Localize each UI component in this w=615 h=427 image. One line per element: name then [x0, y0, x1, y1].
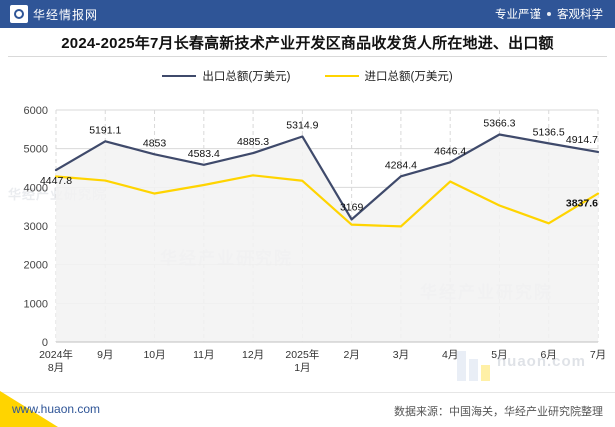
x-tick-label: 2月: [343, 349, 359, 361]
y-tick-label: 5000: [24, 144, 48, 156]
plot-area: 华经产业研究院 华经产业研究院 华经产业研究院 0100020003000400…: [0, 92, 615, 372]
brand-logo[interactable]: 华经情报网: [10, 5, 98, 23]
x-tick-label: 2024年: [39, 348, 73, 361]
x-tick-label: 4月: [442, 349, 458, 361]
legend-item-export[interactable]: 出口总额(万美元): [162, 68, 291, 84]
x-tick-label: 5月: [491, 349, 507, 361]
x-tick-label: 9月: [97, 349, 113, 361]
chart-canvas: 0 1000 2000 3000 4000 5000 6000 4447.8 5191.1 485…: [24, 105, 607, 372]
logo-text: 华经情报网: [33, 7, 99, 22]
data-label-export: 4447.8: [40, 175, 72, 187]
footer-url[interactable]: www.huaon.com: [12, 402, 101, 416]
data-label-export: 5136.5: [533, 126, 565, 138]
footer-corner-icon: [0, 391, 58, 427]
footer-source: 数据来源：中国海关，华经产业研究院整理: [394, 406, 603, 418]
logo-icon: [10, 5, 28, 23]
y-tick-label: 4000: [24, 182, 48, 194]
legend-swatch-import-icon: [324, 75, 359, 77]
x-tick-label: 10月: [143, 349, 165, 361]
data-label-export: 4914.7: [566, 134, 598, 146]
data-label-export: 3169: [340, 201, 364, 213]
x-tick-label: 3月: [393, 349, 409, 361]
data-label-export: 5366.3: [483, 118, 515, 130]
data-label-export: 4646.4: [434, 145, 466, 157]
x-tick-label: 7月: [590, 349, 606, 361]
title-divider: [8, 56, 607, 57]
y-tick-label: 3000: [24, 221, 48, 233]
x-tick-label: 11月: [193, 349, 214, 361]
legend-label-import: 进口总额(万美元): [364, 71, 453, 83]
slogan-2: 客观科学: [557, 9, 603, 21]
data-label-export: 4885.3: [237, 136, 269, 148]
x-tick-label: 12月: [242, 349, 264, 361]
y-tick-label: 6000: [24, 105, 48, 117]
legend-item-import[interactable]: 进口总额(万美元): [324, 68, 453, 84]
slogan-1: 专业严谨: [495, 9, 541, 21]
legend-label-export: 出口总额(万美元): [202, 71, 291, 83]
y-tick-label: 1000: [24, 298, 48, 310]
header-slogan: 专业严谨 客观科学: [495, 6, 603, 22]
legend-swatch-export-icon: [162, 75, 197, 77]
data-label-export: 5191.1: [89, 124, 121, 136]
data-label-export: 4284.4: [385, 159, 417, 171]
bullet-dot-icon: [547, 12, 551, 16]
x-tick-label: 2025年: [285, 348, 319, 361]
chart-title: 2024-2025年7月长春高新技术产业开发区商品收发货人所在地进、出口额: [61, 35, 554, 52]
y-tick-label: 2000: [24, 260, 48, 272]
data-label-import: 3837.6: [566, 198, 598, 210]
x-tick-label: 8月: [48, 362, 64, 372]
page-header: 华经情报网 专业严谨 客观科学: [0, 0, 615, 28]
y-tick-label: 0: [42, 337, 48, 349]
x-tick-label: 6月: [541, 349, 557, 361]
data-label-export: 4583.4: [188, 148, 220, 160]
data-label-export: 4853: [143, 137, 167, 149]
x-tick-label: 1月: [294, 362, 310, 372]
chart-legend: 出口总额(万美元) 进口总额(万美元): [0, 68, 615, 84]
data-label-export: 5314.9: [286, 119, 318, 131]
page-footer: www.huaon.com 数据来源：中国海关，华经产业研究院整理: [0, 391, 615, 427]
